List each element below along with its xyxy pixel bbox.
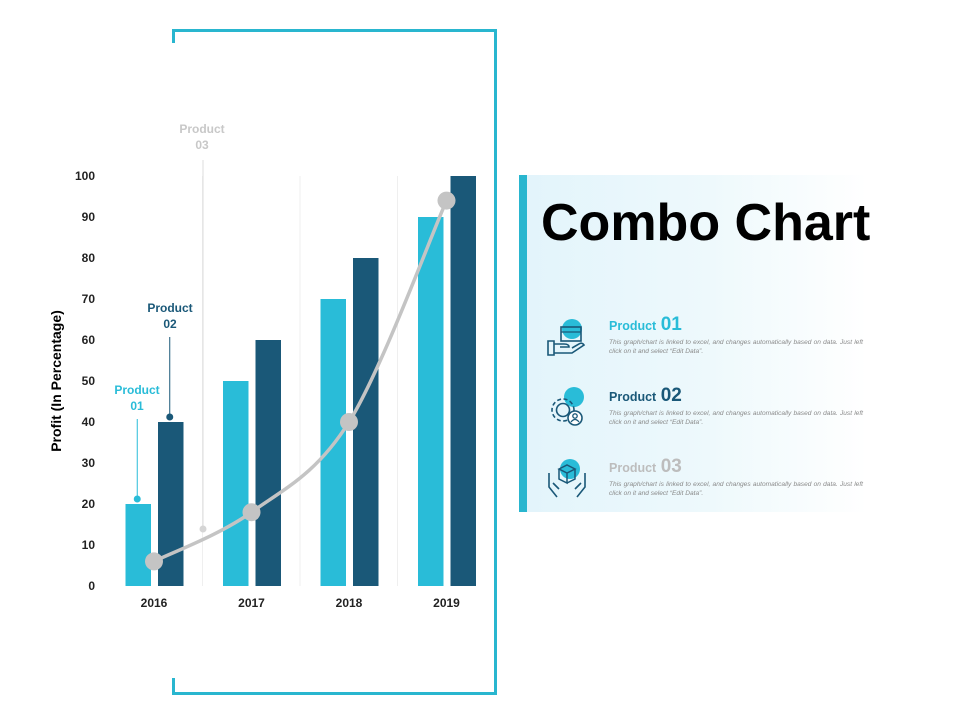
y-tick-label: 30 — [82, 456, 96, 470]
hands-box-icon — [548, 459, 586, 498]
callout-label-line2: 01 — [130, 399, 144, 413]
bar-product-01 — [223, 381, 249, 586]
y-tick-label: 20 — [82, 497, 96, 511]
legend-label: Product — [609, 319, 657, 333]
page-title: Combo Chart — [541, 194, 871, 252]
legend-item-product-01: Product 01 This graph/chart is linked to… — [541, 314, 865, 375]
bar-product-01 — [125, 504, 151, 586]
legend-number: 03 — [660, 456, 682, 477]
x-tick-label: 2018 — [336, 596, 363, 610]
legend-item-product-03: Product 03 This graph/chart is linked to… — [541, 456, 865, 517]
legend-description: This graph/chart is linked to excel, and… — [609, 410, 863, 426]
legend-heading: Product 02 — [609, 385, 682, 407]
y-tick-label: 90 — [82, 210, 96, 224]
legend-heading: Product 01 — [609, 314, 682, 336]
line-point-product-03 — [145, 552, 163, 571]
legend-label: Product — [609, 390, 657, 404]
legend-description: This graph/chart is linked to excel, and… — [609, 339, 863, 355]
legend-number: 01 — [660, 314, 682, 335]
callout-label-line1: Product — [147, 301, 192, 315]
frame-tick-bottom — [172, 678, 175, 692]
y-tick-label: 60 — [82, 333, 96, 347]
legend-number: 02 — [660, 385, 682, 406]
gear-person-icon — [551, 387, 584, 426]
callout-dot — [199, 525, 207, 533]
bar-product-02 — [450, 176, 476, 586]
y-tick-label: 40 — [82, 415, 96, 429]
legend-panel: Combo Chart Product 01 This graph/chart … — [519, 175, 871, 512]
bar-product-02 — [255, 340, 281, 586]
x-tick-label: 2016 — [141, 596, 168, 610]
callout-label-line1: Product — [179, 122, 224, 136]
legend-description: This graph/chart is linked to excel, and… — [609, 481, 863, 497]
frame-tick-top — [172, 29, 175, 43]
y-tick-label: 50 — [82, 374, 96, 388]
callout-dot — [133, 495, 141, 503]
legend-heading: Product 03 — [609, 456, 682, 478]
y-tick-label: 70 — [82, 292, 96, 306]
line-product-03 — [153, 199, 449, 563]
line-point-product-03 — [437, 191, 456, 210]
callout-label-line1: Product — [114, 383, 159, 397]
x-tick-label: 2019 — [433, 596, 460, 610]
callout-label-line2: 02 — [163, 317, 177, 331]
y-axis-label: Profit (In Percentage) — [48, 310, 64, 452]
y-tick-label: 0 — [88, 579, 95, 593]
callout-label-line2: 03 — [195, 138, 209, 152]
x-tick-label: 2017 — [238, 596, 265, 610]
hand-box-icon — [547, 319, 586, 356]
panel-accent-bar — [519, 175, 527, 512]
line-point-product-03 — [340, 413, 358, 431]
bar-product-01 — [418, 217, 444, 586]
legend-item-product-02: Product 02 This graph/chart is linked to… — [541, 385, 865, 446]
chart-frame — [172, 29, 497, 695]
y-tick-label: 10 — [82, 538, 96, 552]
legend-label: Product — [609, 461, 657, 475]
y-tick-label: 100 — [75, 169, 95, 183]
y-tick-label: 80 — [82, 251, 96, 265]
line-point-product-03 — [242, 503, 261, 522]
callout-dot — [166, 413, 174, 421]
